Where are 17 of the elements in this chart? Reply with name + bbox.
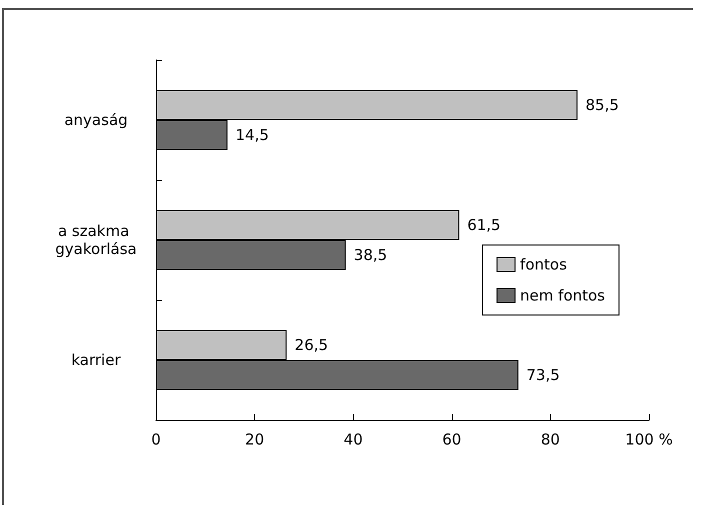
x-tick-label: 40: [344, 430, 363, 448]
data-label: 14,5: [235, 126, 269, 144]
data-label: 61,5: [467, 216, 501, 234]
legend-label: fontos: [520, 256, 568, 274]
y-tick-label: karrier: [71, 351, 122, 369]
y-tick-label: anyaság: [64, 111, 128, 129]
x-tick-label: 100 %: [625, 430, 673, 448]
x-tick-label: 20: [245, 430, 264, 448]
data-label: 73,5: [526, 366, 560, 384]
x-tick-label: 0: [151, 430, 161, 448]
x-tick-label: 60: [442, 430, 462, 448]
y-tick-label: a szakma gyakorlása: [55, 222, 137, 258]
data-label: 26,5: [294, 336, 328, 354]
data-label: 85,5: [586, 96, 619, 114]
x-tick-label: 80: [540, 430, 560, 448]
data-label: 38,5: [354, 246, 388, 264]
legend-label: nem fontos: [520, 286, 606, 304]
